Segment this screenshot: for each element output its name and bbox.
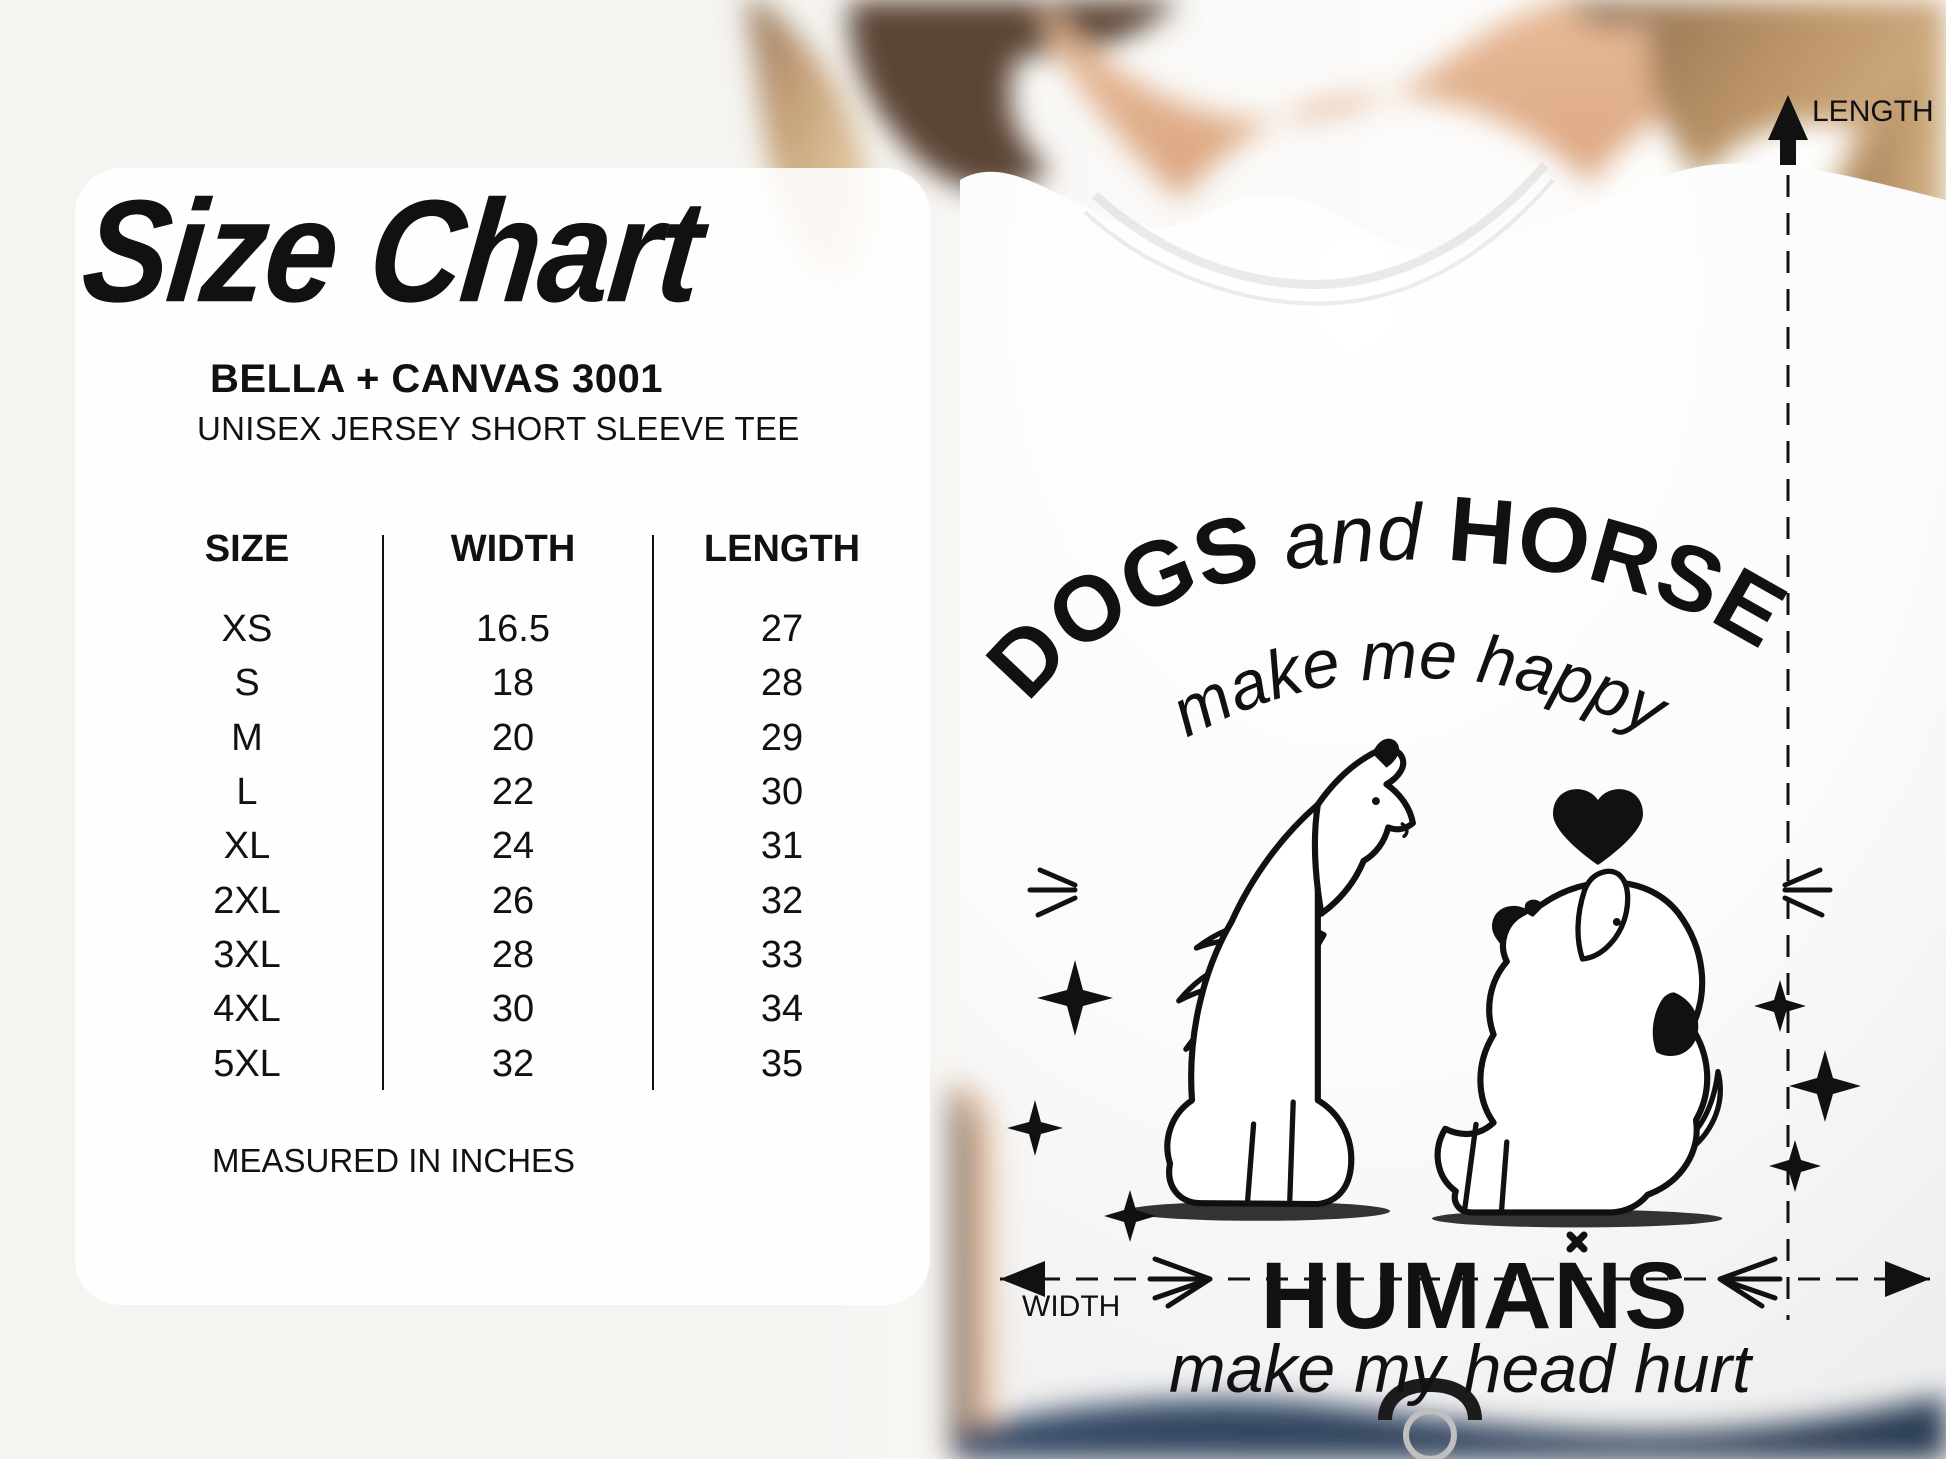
- svg-text:make me happy: make me happy: [1160, 616, 1681, 751]
